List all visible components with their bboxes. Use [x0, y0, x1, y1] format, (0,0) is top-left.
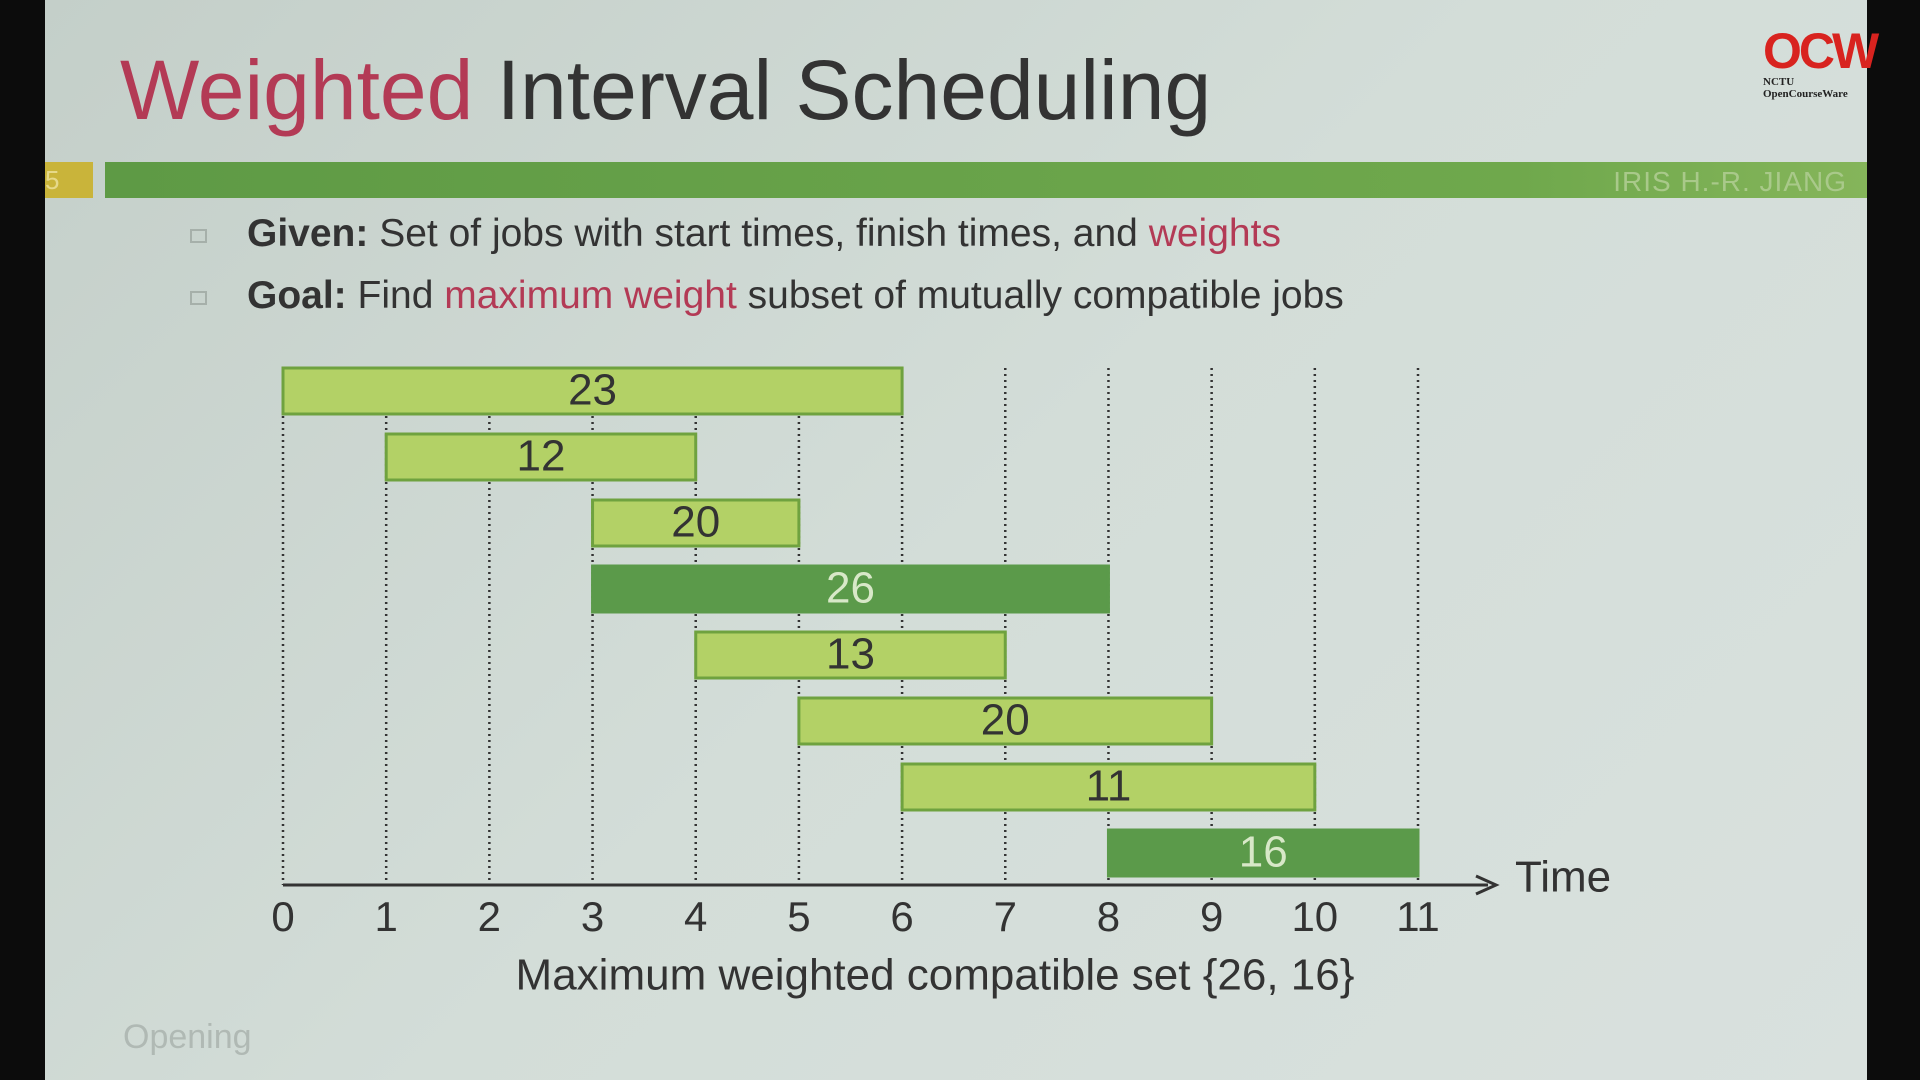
- bullet-text: maximum weight: [444, 274, 737, 317]
- bullet-text: Find: [357, 274, 434, 317]
- x-tick-label: 9: [1200, 893, 1223, 940]
- bullet-text: weights: [1148, 212, 1281, 255]
- slide: Weighted Interval Scheduling 5 IRIS H.-R…: [45, 0, 1879, 1080]
- x-tick-label: 1: [375, 893, 398, 940]
- x-tick-label: 4: [684, 893, 707, 940]
- bullet: Goal: Find maximum weight subset of mutu…: [190, 274, 1344, 318]
- logo: OCW NCTU OpenCourseWare: [1763, 22, 1879, 100]
- header-bar: IRIS H.-R. JIANG: [105, 162, 1867, 198]
- interval-bar: [384, 432, 698, 482]
- interval-weight: 16: [1239, 828, 1288, 877]
- interval-bar: [591, 498, 801, 548]
- x-tick-label: 10: [1291, 893, 1338, 940]
- interval-bar: [281, 366, 904, 416]
- interval-bar: [694, 630, 1007, 680]
- x-tick-label: 5: [787, 893, 810, 940]
- bullet-marker: [190, 228, 207, 243]
- logo-mark: OCW: [1763, 23, 1879, 79]
- x-tick-label: 8: [1097, 893, 1120, 940]
- bullet-text: Goal:: [247, 274, 347, 317]
- slide-title: Weighted Interval Scheduling: [120, 42, 1211, 139]
- x-axis-label: Time: [1515, 853, 1611, 902]
- x-tick-label: 0: [271, 893, 294, 940]
- chart-caption: Maximum weighted compatible set {26, 16}: [516, 951, 1355, 1000]
- interval-weight: 23: [568, 366, 617, 415]
- interval-weight: 11: [1086, 762, 1132, 811]
- title-rest: Interval Scheduling: [496, 43, 1212, 137]
- interval-weight: 26: [826, 564, 875, 613]
- bullet-text: Set of jobs with start times, finish tim…: [379, 212, 1138, 255]
- bullet-text: Given:: [247, 212, 369, 255]
- interval-bar: [797, 696, 1214, 746]
- interval-weight: 12: [516, 432, 565, 481]
- title-highlight: Weighted: [120, 43, 474, 137]
- interval-bar: [591, 564, 1110, 614]
- interval-weight: 13: [826, 630, 875, 679]
- page-number: 5: [45, 162, 93, 198]
- bullet: Given: Set of jobs with start times, fin…: [190, 212, 1281, 256]
- author: IRIS H.-R. JIANG: [1613, 166, 1847, 197]
- interval-bar: [1106, 828, 1420, 878]
- interval-weight: 20: [981, 696, 1030, 745]
- x-tick-label: 6: [890, 893, 913, 940]
- x-tick-label: 2: [478, 893, 501, 940]
- interval-weight: 20: [671, 498, 720, 547]
- x-tick-label: 3: [581, 893, 604, 940]
- bullet-text: subset of mutually compatible jobs: [747, 274, 1344, 317]
- x-tick-label: 7: [994, 893, 1017, 940]
- interval-bar: [900, 762, 1317, 812]
- section-label: Opening: [123, 1018, 252, 1056]
- bullet-marker: [190, 290, 207, 305]
- x-tick-label: 11: [1396, 893, 1440, 940]
- logo-caption: NCTU OpenCourseWare: [1763, 76, 1848, 100]
- x-axis-arrow: [1475, 874, 1500, 896]
